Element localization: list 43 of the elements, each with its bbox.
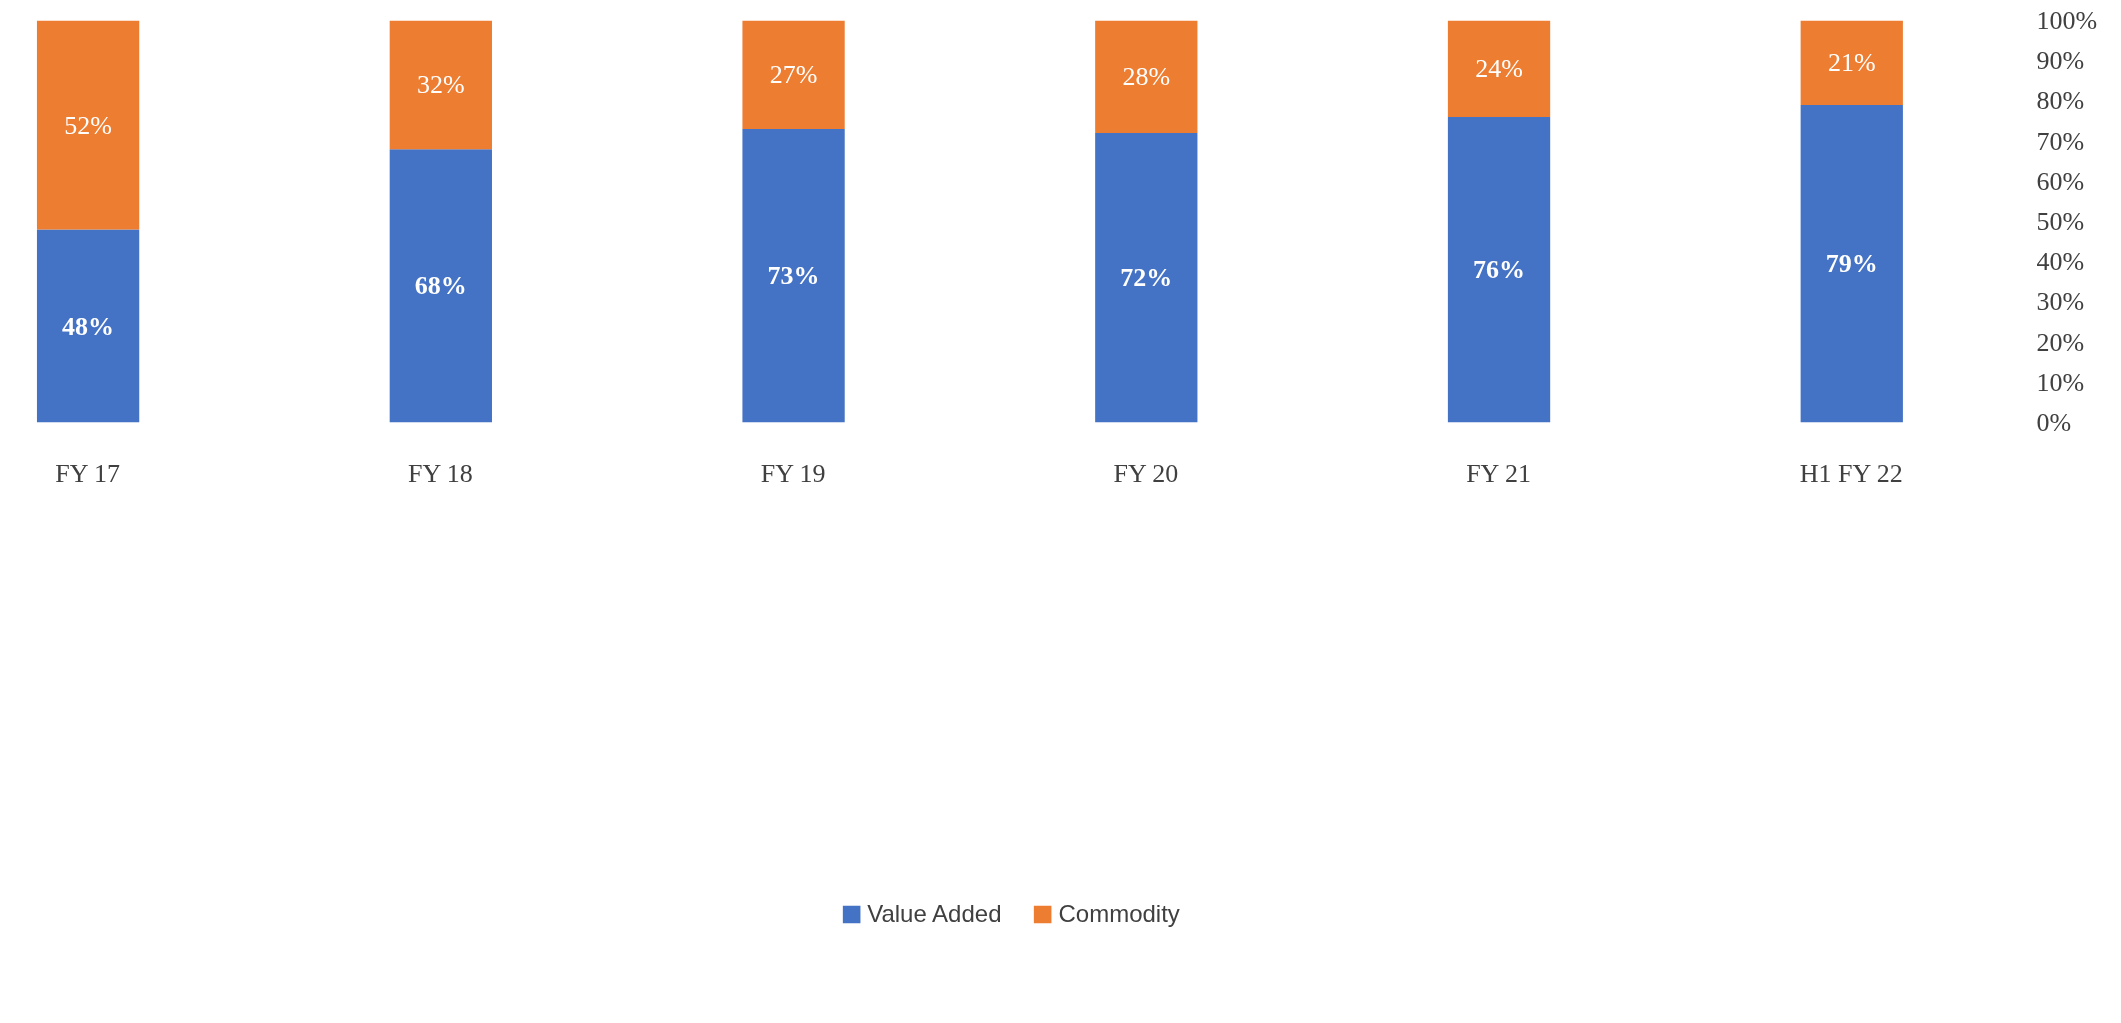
data-label: 21% xyxy=(1827,48,1876,78)
legend-label: Value Added xyxy=(867,900,1002,928)
x-tick-label: FY 17 xyxy=(55,458,121,488)
data-label: 79% xyxy=(1825,249,1878,279)
data-label: 24% xyxy=(1475,54,1523,84)
x-tick-label: FY 20 xyxy=(1113,458,1179,488)
y-tick-label: 0% xyxy=(2036,408,2072,437)
bar xyxy=(36,20,140,230)
bar xyxy=(1447,20,1551,117)
y-tick-label: 10% xyxy=(2036,367,2085,397)
data-label: 28% xyxy=(1122,62,1171,92)
x-tick-label: FY 21 xyxy=(1466,458,1531,488)
data-label: 76% xyxy=(1473,255,1526,285)
y-tick-label: 40% xyxy=(2036,247,2085,277)
data-label: 72% xyxy=(1120,263,1173,293)
y-tick-label: 30% xyxy=(2036,287,2085,317)
y-tick-label: 80% xyxy=(2036,86,2085,116)
y-tick-label: 90% xyxy=(2036,46,2085,76)
x-tick-label: FY 18 xyxy=(407,458,473,488)
bar xyxy=(389,20,492,150)
bar xyxy=(1800,20,1903,105)
bar xyxy=(1095,20,1198,134)
y-tick-label: 60% xyxy=(2036,166,2085,196)
bar xyxy=(1095,133,1198,423)
y-tick-label: 20% xyxy=(2036,327,2085,357)
data-label: 48% xyxy=(62,311,115,341)
y-tick-label: 50% xyxy=(2036,207,2085,236)
legend-label: Commodity xyxy=(1058,900,1180,928)
x-tick-label: FY 19 xyxy=(760,458,826,488)
bar xyxy=(742,129,845,423)
x-tick-label: H1 FY 22 xyxy=(1799,458,1903,488)
data-label: 52% xyxy=(64,110,112,140)
bar xyxy=(1800,104,1903,423)
bar xyxy=(36,229,140,423)
bar xyxy=(1447,116,1551,423)
data-label: 68% xyxy=(414,271,467,301)
bar xyxy=(389,149,492,423)
bar xyxy=(742,20,845,130)
data-label: 32% xyxy=(417,70,465,100)
data-label: 73% xyxy=(767,261,820,291)
y-tick-label: 100% xyxy=(2036,6,2098,35)
y-tick-label: 70% xyxy=(2036,126,2085,156)
data-label: 27% xyxy=(769,60,818,90)
